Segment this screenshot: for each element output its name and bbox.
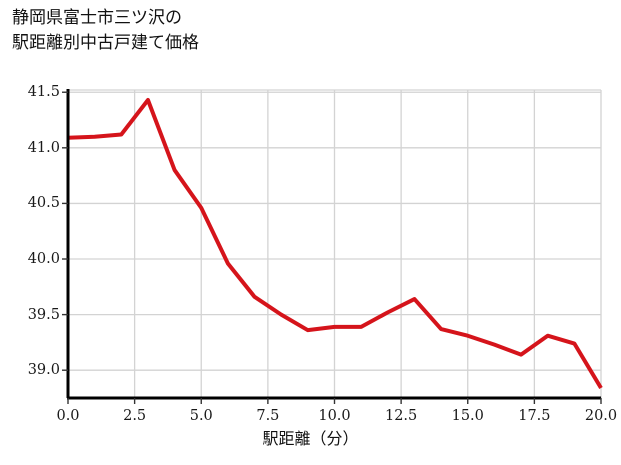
- x-tick-label: 17.5: [518, 408, 551, 424]
- x-tick-label: 5.0: [189, 408, 213, 424]
- tick-marks: [62, 91, 602, 404]
- x-tick-label: 2.5: [123, 408, 147, 424]
- x-tick-label: 20.0: [584, 408, 618, 424]
- y-tick-label: 41.5: [27, 84, 60, 101]
- y-tick-label: 39.5: [27, 306, 60, 323]
- grid-lines: [67, 89, 602, 398]
- y-tick-label: 40.5: [27, 195, 60, 212]
- y-tick-label: 40.0: [27, 251, 60, 267]
- chart-title: 静岡県富士市三ツ沢の 駅距離別中古戸建て価格: [12, 8, 199, 53]
- x-tick-label: 12.5: [384, 408, 418, 424]
- y-tick-label: 39.0: [27, 362, 60, 379]
- x-tick-label: 15.0: [451, 408, 484, 424]
- x-tick-label: 7.5: [256, 408, 280, 424]
- data-series-line: [67, 98, 603, 390]
- x-tick-label: 0.0: [56, 408, 80, 424]
- x-tick-label: 10.0: [318, 408, 351, 424]
- x-axis-label: 駅距離（分）: [262, 429, 359, 448]
- y-tick-label: 41.0: [27, 139, 60, 156]
